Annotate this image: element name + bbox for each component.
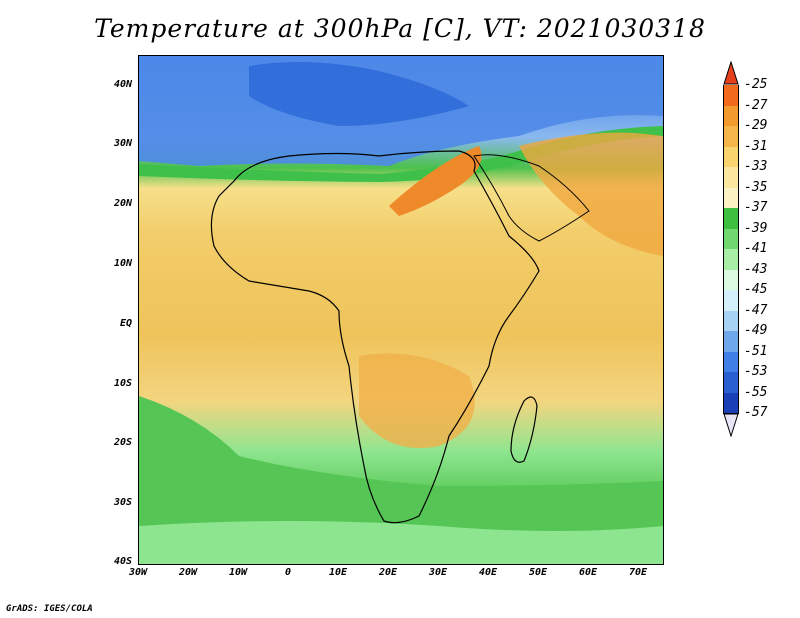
lon-label: 10E <box>328 567 348 578</box>
lon-label: 20E <box>378 567 398 578</box>
lon-label: 40E <box>478 567 498 578</box>
lat-label: 30S <box>113 497 132 508</box>
colorbar-label: -39 <box>744 220 768 236</box>
colorbar-label: -25 <box>744 77 768 92</box>
lat-label: 30N <box>113 138 132 149</box>
colorbar-label: -37 <box>744 200 768 215</box>
cold-region-core <box>249 62 469 126</box>
warm-patch-sahara <box>389 146 482 216</box>
warm-patch-south <box>359 353 475 448</box>
lat-label: 40N <box>113 79 132 90</box>
temperature-map <box>138 55 664 565</box>
colorbar-label: -27 <box>744 97 768 113</box>
colorbar-swatch <box>723 126 739 148</box>
lon-label: 10W <box>228 567 248 578</box>
colorbar-label: -49 <box>744 323 768 338</box>
green-band-south-light <box>139 521 663 564</box>
colorbar-label: -47 <box>744 302 768 318</box>
colorbar-swatch <box>723 187 739 209</box>
colorbar-swatch <box>723 310 739 332</box>
lon-label: 20W <box>178 567 198 578</box>
lon-label: 60E <box>578 567 598 578</box>
green-band-north <box>139 126 663 182</box>
colorbar-swatch <box>723 372 739 394</box>
lon-label: 0 <box>284 567 292 578</box>
madagascar-outline <box>510 396 538 463</box>
colorbar-label: -45 <box>744 282 768 297</box>
colorbar-label: -35 <box>744 179 768 195</box>
colorbar-swatch <box>723 351 739 373</box>
colorbar-label: -53 <box>744 364 768 379</box>
lat-label: 40S <box>113 556 132 567</box>
lat-label: 10S <box>113 378 132 389</box>
colorbar-label: -33 <box>744 159 768 174</box>
lat-label: EQ <box>119 318 132 329</box>
africa-coastline <box>210 150 540 524</box>
colorbar-label: -55 <box>744 384 768 400</box>
colorbar-swatch <box>723 105 739 127</box>
colorbar-top-arrow <box>723 61 739 85</box>
colorbar-label: -51 <box>744 343 768 359</box>
arabia-outline <box>473 154 590 242</box>
lon-label: 70E <box>628 567 648 578</box>
colorbar-bottom-arrow <box>723 413 739 437</box>
lat-label: 20S <box>113 437 132 448</box>
colorbar-swatch <box>723 269 739 291</box>
colorbar-swatch <box>723 228 739 250</box>
lon-label: 50E <box>528 567 548 578</box>
colorbar-swatch <box>723 392 739 414</box>
map-canvas <box>139 56 663 564</box>
lat-label: 10N <box>113 258 132 269</box>
colorbar-label: -57 <box>744 405 768 420</box>
colorbar-label: -43 <box>744 261 768 277</box>
chart-title: Temperature at 300hPa [C], VT: 202103031… <box>94 14 706 43</box>
colorbar-swatch <box>723 208 739 230</box>
warm-patch-east <box>519 132 663 256</box>
colorbar-label: -29 <box>744 118 768 133</box>
lon-label: 30E <box>428 567 448 578</box>
colorbar-label: -31 <box>744 138 768 154</box>
lat-label: 20N <box>113 198 132 209</box>
lon-label: 30W <box>128 567 148 578</box>
colorbar-swatch <box>723 167 739 189</box>
colorbar-swatch <box>723 290 739 312</box>
colorbar-swatch <box>723 85 739 107</box>
credit-text: GrADS: IGES/COLA <box>6 604 93 614</box>
colorbar-label: -41 <box>744 241 768 256</box>
colorbar-swatch <box>723 331 739 353</box>
colorbar-swatch <box>723 146 739 168</box>
colorbar-swatch <box>723 249 739 271</box>
